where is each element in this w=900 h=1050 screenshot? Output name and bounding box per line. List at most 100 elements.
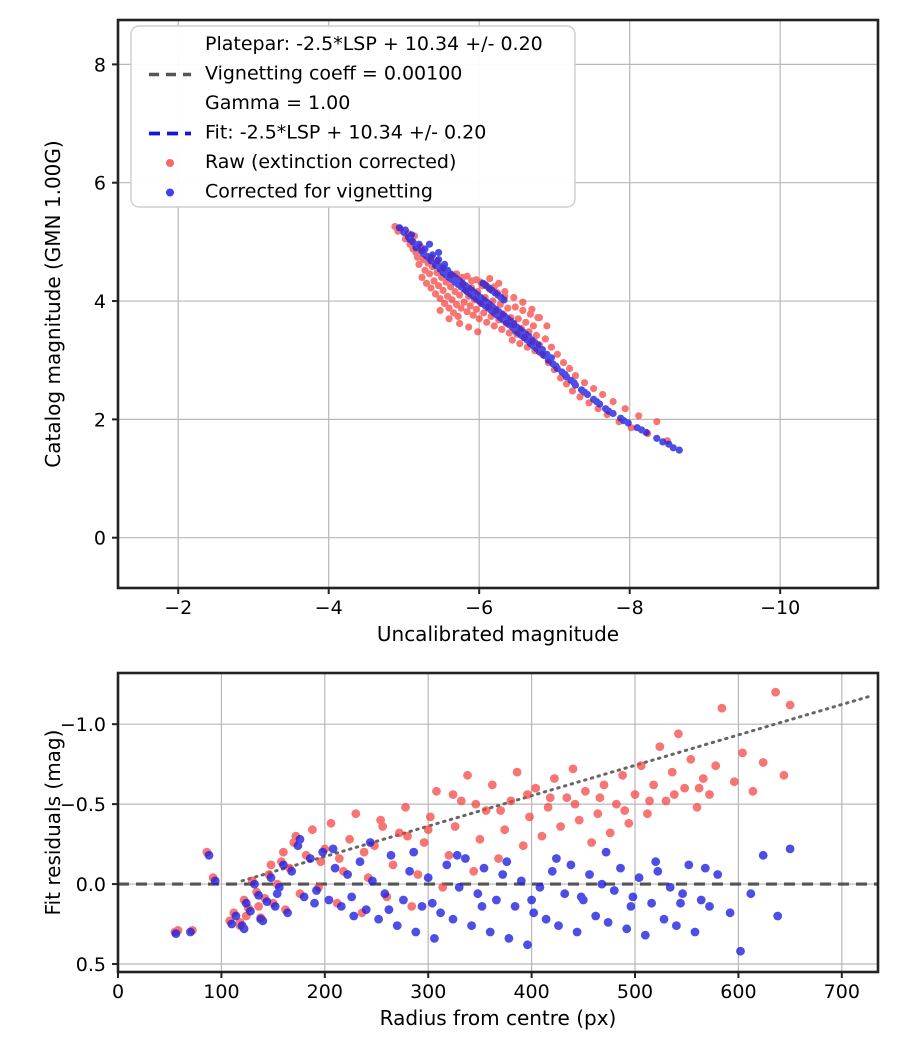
data-point xyxy=(316,857,326,867)
data-point xyxy=(538,346,547,354)
data-point xyxy=(746,889,756,899)
data-point xyxy=(501,288,509,296)
data-point xyxy=(347,892,357,902)
data-point xyxy=(552,362,560,370)
data-point xyxy=(559,359,568,367)
data-point xyxy=(713,870,723,879)
data-point xyxy=(593,398,601,406)
data-point xyxy=(496,806,505,815)
data-point xyxy=(299,892,309,902)
data-point xyxy=(576,393,584,401)
data-point xyxy=(628,892,638,902)
data-point xyxy=(477,902,487,911)
data-point xyxy=(386,850,396,860)
data-point xyxy=(552,854,561,863)
data-point xyxy=(711,761,721,771)
y-tick-label: 0.0 xyxy=(76,874,106,896)
vignetting-trend-line xyxy=(240,693,875,883)
data-point xyxy=(516,876,526,886)
data-point xyxy=(425,812,435,822)
data-point xyxy=(425,240,434,248)
data-point xyxy=(534,341,542,349)
data-point xyxy=(529,322,538,330)
data-point xyxy=(490,322,498,330)
x-tick-label: 300 xyxy=(410,981,446,1003)
data-point xyxy=(680,783,689,793)
data-point xyxy=(463,308,471,316)
data-point xyxy=(511,303,519,311)
data-point xyxy=(590,385,598,393)
x-tick-label: −10 xyxy=(760,597,800,619)
data-point xyxy=(486,275,494,283)
data-point xyxy=(700,863,710,873)
data-point xyxy=(576,892,586,902)
data-point xyxy=(447,273,455,281)
data-point xyxy=(547,354,556,362)
legend-entry-label: Corrected for vignetting xyxy=(205,181,433,203)
data-point xyxy=(675,446,683,454)
data-point xyxy=(186,927,195,937)
data-point xyxy=(318,847,328,857)
data-point xyxy=(612,799,621,809)
data-point xyxy=(399,895,408,905)
data-point xyxy=(469,311,477,319)
data-point xyxy=(415,260,423,268)
legend-dot-red-icon xyxy=(166,159,174,167)
data-point xyxy=(587,838,596,847)
data-point xyxy=(349,911,359,921)
y-tick-label: 4 xyxy=(94,291,106,313)
x-tick-label: −4 xyxy=(315,597,343,619)
data-point xyxy=(500,296,508,304)
data-point xyxy=(374,914,383,924)
data-point xyxy=(305,854,315,863)
data-point xyxy=(204,850,214,860)
data-point xyxy=(452,850,462,860)
data-point xyxy=(502,857,512,867)
y-tick-label: 6 xyxy=(94,173,106,195)
data-point xyxy=(474,328,482,336)
data-point xyxy=(635,412,643,420)
data-point xyxy=(365,838,375,847)
data-point xyxy=(595,793,605,803)
data-point xyxy=(378,822,388,831)
data-point xyxy=(231,911,241,921)
x-tick-label: 0 xyxy=(112,981,124,1003)
data-point xyxy=(436,295,444,303)
data-point xyxy=(343,870,352,879)
data-point xyxy=(430,934,439,943)
data-point xyxy=(605,407,613,415)
data-point xyxy=(609,886,619,895)
data-point xyxy=(698,774,708,783)
data-point xyxy=(227,919,237,929)
y-tick-label: 8 xyxy=(94,54,106,76)
data-point xyxy=(694,783,704,793)
data-point xyxy=(622,924,632,934)
data-point xyxy=(748,786,758,796)
data-point xyxy=(581,786,590,796)
data-point xyxy=(545,793,555,803)
data-point xyxy=(717,703,727,713)
y-tick-label: −1.0 xyxy=(60,714,106,736)
data-point xyxy=(272,889,282,899)
data-point xyxy=(417,902,427,911)
data-point xyxy=(535,882,545,892)
data-point xyxy=(448,296,456,304)
data-point xyxy=(570,379,578,387)
data-point xyxy=(456,796,466,806)
data-point xyxy=(634,873,644,883)
data-point xyxy=(580,388,589,396)
data-point xyxy=(512,767,522,777)
data-point xyxy=(466,302,474,310)
fit-residuals-vs-radius-axes-frame xyxy=(116,671,880,974)
data-point xyxy=(447,283,455,291)
data-point xyxy=(388,860,398,870)
data-point xyxy=(591,911,601,921)
data-point xyxy=(645,796,654,806)
data-point xyxy=(705,790,714,799)
data-point xyxy=(690,927,700,937)
data-point xyxy=(643,809,652,819)
data-point xyxy=(543,322,551,330)
data-point xyxy=(640,930,650,940)
data-point xyxy=(384,905,394,914)
data-point xyxy=(601,847,611,857)
